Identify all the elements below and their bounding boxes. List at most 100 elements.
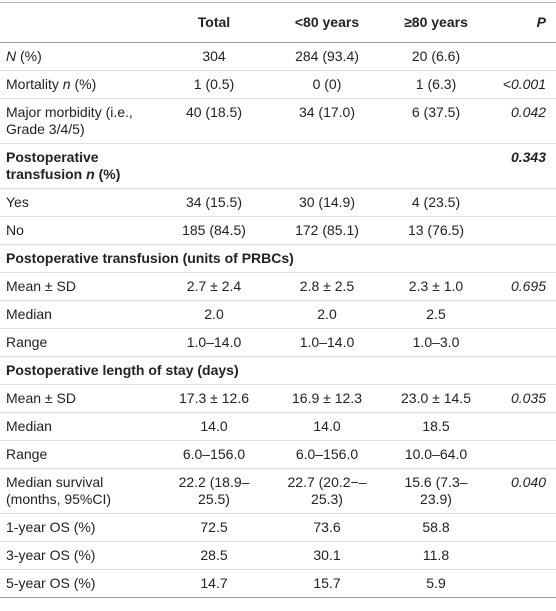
row-label: 3-year OS (%) [0,541,160,570]
data-row: Mortality n (%) 1 (0.5) 0 (0) 1 (6.3) <0.001 [0,70,556,99]
row-label: Median [0,412,160,441]
label-text: Range [6,334,48,350]
label-text: Major morbidity (i.e., Grade 3/4/5) [6,104,133,137]
data-row: Median 14.0 14.0 18.5 [0,412,556,441]
label-text: n [86,166,95,182]
value-cell [268,143,386,189]
row-label: No [0,216,160,245]
section-row: Postoperative length of stay (days) [0,356,556,385]
section-row: Postoperative transfusion n (%) 0.343 [0,143,556,189]
results-table: Total <80 years ≥80 years P N (%) 304 284 (93… [0,2,556,598]
label-text: (%) [70,76,97,92]
value-cell: 40 (18.5) [160,98,268,144]
row-label: 1-year OS (%) [0,513,160,542]
value-cell: 1.0–14.0 [268,328,386,357]
value-cell: 304 [160,42,268,71]
header-row: Total <80 years ≥80 years P [0,2,556,43]
header-cell: ≥80 years [386,2,486,43]
value-cell: 22.7 (20.2−–25.3) [268,468,386,514]
value-cell: 14.0 [160,412,268,441]
header-cell: <80 years [268,2,386,43]
label-text: 1-year OS (%) [6,519,96,535]
p-value [486,188,556,217]
value-cell: 1 (6.3) [386,70,486,99]
p-value: 0.042 [486,98,556,144]
section-row: Postoperative transfusion (units of PRBC… [0,244,556,273]
data-row: Major morbidity (i.e., Grade 3/4/5) 40 (1… [0,98,556,144]
value-cell: 185 (84.5) [160,216,268,245]
value-cell: 2.3 ± 1.0 [386,272,486,301]
value-cell: 2.5 [386,300,486,329]
p-value: 0.040 [486,468,556,514]
label-text: Yes [6,194,29,210]
value-cell: 2.0 [268,300,386,329]
label-text: No [6,222,24,238]
label-text: 5-year OS (%) [6,575,96,591]
value-cell: 18.5 [386,412,486,441]
value-cell: 6 (37.5) [386,98,486,144]
row-label: 5-year OS (%) [0,569,160,598]
value-cell: 1.0–14.0 [160,328,268,357]
label-text: Median [6,418,52,434]
value-cell: 6.0–156.0 [268,440,386,469]
data-row: Yes 34 (15.5) 30 (14.9) 4 (23.5) [0,188,556,217]
p-value [486,42,556,71]
table-body: N (%) 304 284 (93.4) 20 (6.6) Mortality n (%… [0,42,556,598]
row-label: Mean ± SD [0,272,160,301]
p-value [486,216,556,245]
p-value [486,513,556,542]
value-cell: 30.1 [268,541,386,570]
value-cell: 22.2 (18.9–25.5) [160,468,268,514]
value-cell: 17.3 ± 12.6 [160,384,268,413]
value-cell: 284 (93.4) [268,42,386,71]
row-label: N (%) [0,42,160,71]
data-row: N (%) 304 284 (93.4) 20 (6.6) [0,42,556,71]
label-text: Mean ± SD [6,278,76,294]
label-text: Median survival (months, 95%CI) [6,474,112,507]
value-cell: 0 (0) [268,70,386,99]
data-row: 5-year OS (%) 14.7 15.7 5.9 [0,569,556,598]
value-cell: 30 (14.9) [268,188,386,217]
row-label: Median survival (months, 95%CI) [0,468,160,514]
label-text: Postoperative transfusion [6,149,99,182]
value-cell: 1.0–3.0 [386,328,486,357]
data-row: Range 1.0–14.0 1.0–14.0 1.0–3.0 [0,328,556,357]
row-label: Range [0,328,160,357]
value-cell: 5.9 [386,569,486,598]
row-label: Postoperative transfusion n (%) [0,143,160,189]
value-cell: 172 (85.1) [268,216,386,245]
label-text: Mortality [6,76,63,92]
p-value [486,541,556,570]
row-label: Mortality n (%) [0,70,160,99]
label-text: Postoperative length of stay (days) [6,362,239,378]
value-cell: 13 (76.5) [386,216,486,245]
value-cell: 2.8 ± 2.5 [268,272,386,301]
data-row: 1-year OS (%) 72.5 73.6 58.8 [0,513,556,542]
header-cell: Total [160,2,268,43]
p-value [486,300,556,329]
label-text: (%) [16,48,42,64]
value-cell: 15.7 [268,569,386,598]
label-text: 3-year OS (%) [6,547,96,563]
row-label: Median [0,300,160,329]
data-row: Mean ± SD 2.7 ± 2.4 2.8 ± 2.5 2.3 ± 1.0 0.69… [0,272,556,301]
p-value [486,440,556,469]
label-text: (%) [94,166,121,182]
value-cell: 4 (23.5) [386,188,486,217]
value-cell: 34 (15.5) [160,188,268,217]
data-row: Mean ± SD 17.3 ± 12.6 16.9 ± 12.3 23.0 ± 14… [0,384,556,413]
p-value [486,328,556,357]
row-label: Yes [0,188,160,217]
data-row: Median survival (months, 95%CI) 22.2 (18.… [0,468,556,514]
row-label: Postoperative length of stay (days) [0,356,556,385]
label-text: Mean ± SD [6,390,76,406]
table-header: Total <80 years ≥80 years P [0,2,556,43]
row-label: Range [0,440,160,469]
value-cell: 34 (17.0) [268,98,386,144]
value-cell [386,143,486,189]
value-cell: 15.6 (7.3–23.9) [386,468,486,514]
value-cell: 1 (0.5) [160,70,268,99]
value-cell: 6.0–156.0 [160,440,268,469]
